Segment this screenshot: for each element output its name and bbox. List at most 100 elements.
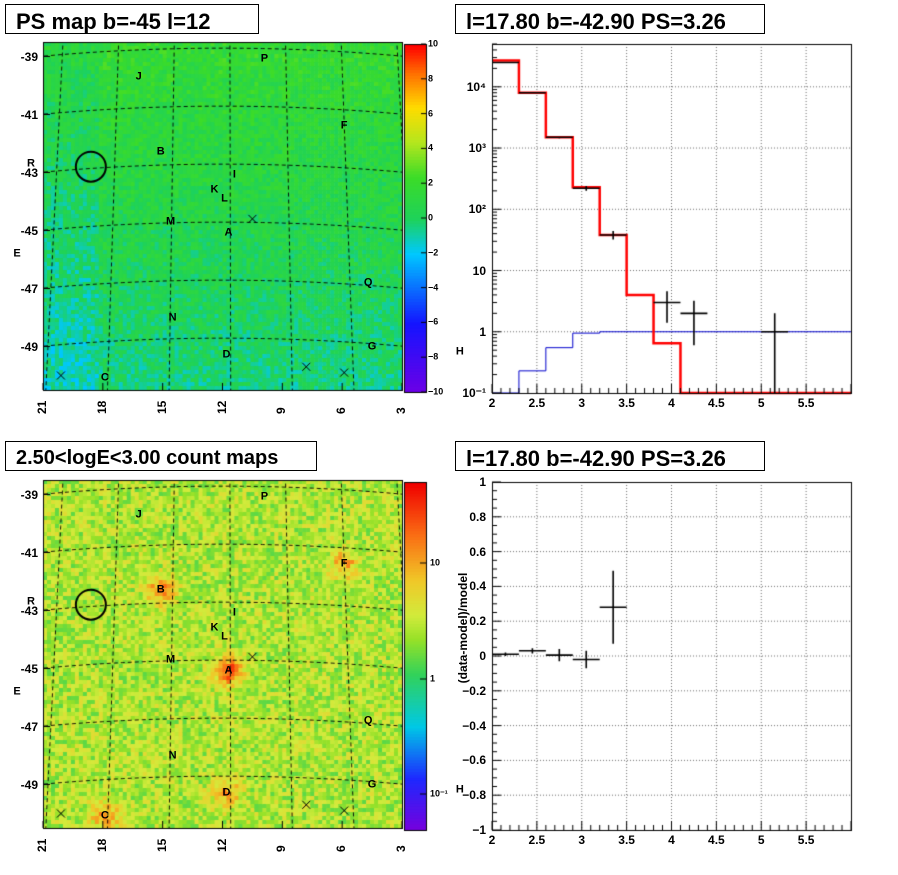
count-map-ytick: -43 <box>20 603 38 618</box>
ps-map-colorbar-tick: −10 <box>428 386 444 397</box>
count-map-ytick: -47 <box>20 719 38 734</box>
ps-map-colorbar-tick: 2 <box>428 177 434 188</box>
count-map-title: 2.50<logE<3.00 count maps <box>5 441 317 471</box>
count-map-source-p: P <box>260 490 269 503</box>
ps-map-xtick: 6 <box>334 407 349 414</box>
count-map-ytick: -39 <box>20 487 38 502</box>
spectrum-xtick: 4 <box>668 396 675 410</box>
residual-xtick: 3.5 <box>618 833 635 847</box>
ps-map-source-l: L <box>221 192 228 205</box>
count-map-ytick: -41 <box>20 545 38 560</box>
count-map-colorbar-tick: 10⁻¹ <box>430 788 448 799</box>
count-map-source-a: A <box>224 664 233 677</box>
ps-map-xtick: 15 <box>154 400 169 414</box>
ps-map-source-b: B <box>156 145 165 158</box>
ps-map-ytick: -39 <box>20 49 38 64</box>
count-map-source-h: H <box>455 783 464 796</box>
count-map-source-q: Q <box>363 714 373 727</box>
ps-map-ytick: -49 <box>20 339 38 354</box>
count-map-source-d: D <box>222 786 231 799</box>
residual-ytick: −0.8 <box>462 788 486 803</box>
ps-map-source-p: P <box>260 52 269 65</box>
spectrum-xtick: 2.5 <box>528 396 546 410</box>
count-map-colorbar-tick: 10 <box>430 557 441 568</box>
residual-xtick: 5.5 <box>797 833 815 847</box>
ps-map-ytick: -45 <box>20 223 38 238</box>
spectrum-xtick: 5.5 <box>797 396 815 410</box>
ps-map-colorbar-tick: −6 <box>428 316 439 327</box>
count-map-xtick: 9 <box>274 845 289 852</box>
ps-map-source-d: D <box>222 348 231 361</box>
count-map-source-n: N <box>168 749 177 761</box>
count-map-xtick: 12 <box>214 838 229 852</box>
spectrum-ytick: 10² <box>468 202 486 217</box>
spectrum-xtick: 5 <box>757 396 765 410</box>
ps-map-source-g: G <box>367 340 377 352</box>
ps-map-xtick: 12 <box>214 400 229 414</box>
count-map-source-j: J <box>135 508 142 521</box>
spectrum-xtick: 3.5 <box>618 396 635 410</box>
residual-xtick: 2 <box>488 833 496 847</box>
ps-map-ytick: -41 <box>20 107 38 122</box>
residual-ytick: 0 <box>479 649 486 663</box>
spectrum-ytick: 10³ <box>468 141 486 156</box>
residual-xtick: 4 <box>668 833 675 847</box>
spectrum-ytick: 10⁻¹ <box>462 386 486 400</box>
residual-ytick: 0.2 <box>469 614 486 629</box>
ps-map-source-c: C <box>100 371 109 384</box>
count-map-ytick: -49 <box>20 777 38 792</box>
ps-map-source-e: E <box>13 247 21 260</box>
count-map-xtick: 3 <box>394 845 408 852</box>
ps-map-source-m: M <box>166 215 176 228</box>
ps-map-source-q: Q <box>363 276 373 289</box>
ps-map-colorbar-tick: 4 <box>428 142 434 153</box>
ps-map-ytick: -47 <box>20 281 38 296</box>
spectrum-xtick: 4.5 <box>708 396 725 410</box>
count-map-source-r: R <box>27 595 36 608</box>
ps-map-source-i: I <box>232 168 236 181</box>
ps-map-ytick: -43 <box>20 165 38 180</box>
count-map-source-m: M <box>166 653 176 666</box>
ps-map-source-j: J <box>135 70 142 83</box>
count-map-source-g: G <box>367 778 377 790</box>
residual-xtick: 5 <box>757 833 765 847</box>
spectrum-ytick: 10⁴ <box>466 79 486 94</box>
count-map-source-e: E <box>13 685 21 698</box>
count-map-source-i: I <box>232 606 236 619</box>
ps-map-source-r: R <box>27 157 36 170</box>
count-map-source-b: B <box>156 583 165 596</box>
residual-ytick: −0.6 <box>462 753 486 768</box>
ps-map-source-a: A <box>224 226 233 239</box>
ps-map-xtick: 3 <box>394 407 408 414</box>
ps-map-xtick: 21 <box>35 400 49 414</box>
count-map-ytick: -45 <box>20 661 38 676</box>
ps-map-xtick: 18 <box>94 400 109 414</box>
residual-ytick: 0.4 <box>469 579 486 594</box>
spectrum-xtick: 3 <box>578 396 586 410</box>
ps-map-source-k: K <box>210 183 219 196</box>
ps-map-colorbar-tick: −8 <box>428 351 439 362</box>
ps-map-colorbar-tick: 8 <box>428 73 434 84</box>
count-map-source-f: F <box>340 557 348 570</box>
ps-map-colorbar-tick: −4 <box>428 282 439 293</box>
ps-map-title: PS map b=-45 l=12 <box>5 4 259 34</box>
residual-ytick: 1 <box>479 475 486 489</box>
residual-xtick: 3 <box>578 833 586 847</box>
residual-ytick: −0.2 <box>462 683 486 698</box>
residual-xtick: 2.5 <box>528 833 546 847</box>
count-map-source-c: C <box>100 809 109 822</box>
residual-title: l=17.80 b=-42.90 PS=3.26 <box>455 441 765 471</box>
residual-ytick: 0.6 <box>469 544 486 559</box>
ps-map-source-n: N <box>168 311 177 323</box>
count-map-source-l: L <box>221 630 228 643</box>
count-map-xtick: 6 <box>334 845 349 852</box>
ps-map-source-f: F <box>340 119 348 132</box>
ps-map-xtick: 9 <box>274 407 289 414</box>
ps-map-colorbar-tick: 0 <box>428 212 434 223</box>
residual-xtick: 4.5 <box>708 833 725 847</box>
count-map-source-k: K <box>210 621 219 634</box>
count-map-xtick: 21 <box>35 838 49 852</box>
residual-ytick: −1 <box>472 823 486 837</box>
residual-ytick: 0.8 <box>469 509 486 524</box>
